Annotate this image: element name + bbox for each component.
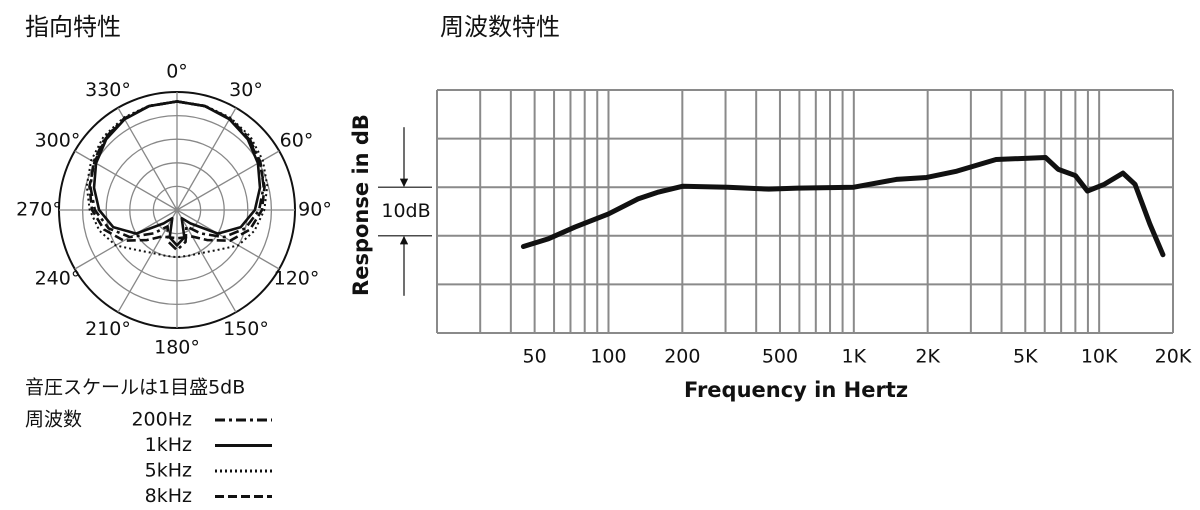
angle-label: 210° [85, 318, 131, 340]
legend-label: 5kHz [145, 460, 192, 482]
spoke [74, 209, 178, 270]
legend-title: 周波数 [25, 409, 82, 431]
angle-label: 0° [166, 61, 188, 83]
angle-label: 180° [154, 337, 200, 359]
polar-curve [85, 100, 269, 259]
spoke [117, 107, 178, 211]
legend-label: 8kHz [145, 485, 192, 507]
x-tick-label: 200 [664, 346, 700, 368]
legend-label: 200Hz [131, 409, 192, 431]
x-axis-label: Frequency in Hertz [684, 378, 908, 402]
annotation-text: 10dB [381, 200, 430, 222]
x-tick-label: 500 [762, 346, 798, 368]
polar-title: 指向特性 [25, 13, 121, 41]
x-tick-label: 100 [590, 346, 626, 368]
spoke [176, 209, 237, 313]
spoke [176, 107, 237, 211]
x-tick-label: 2K [915, 346, 940, 368]
angle-label: 60° [280, 130, 314, 152]
x-tick-label: 50 [523, 346, 547, 368]
x-tick-label: 5K [1013, 346, 1038, 368]
line-title: 周波数特性 [440, 13, 560, 41]
polar-curve [88, 100, 266, 242]
polar-curve [92, 100, 262, 247]
spoke [176, 209, 280, 270]
angle-label: 150° [223, 318, 269, 340]
angle-label: 30° [229, 79, 263, 101]
response-line [520, 155, 1166, 258]
angle-label: 90° [298, 199, 332, 221]
angle-label: 330° [85, 79, 131, 101]
angle-label: 270° [16, 199, 62, 221]
legend-label: 1kHz [145, 434, 192, 456]
x-tick-label: 1K [842, 346, 867, 368]
angle-label: 120° [274, 268, 320, 290]
y-axis-label: Response in dB [349, 114, 373, 296]
scale-note: 音圧スケールは1目盛5dB [25, 377, 245, 399]
x-tick-label: 10K [1081, 346, 1118, 368]
angle-label: 300° [35, 130, 81, 152]
x-tick-label: 20K [1155, 346, 1192, 368]
angle-label: 240° [35, 268, 81, 290]
